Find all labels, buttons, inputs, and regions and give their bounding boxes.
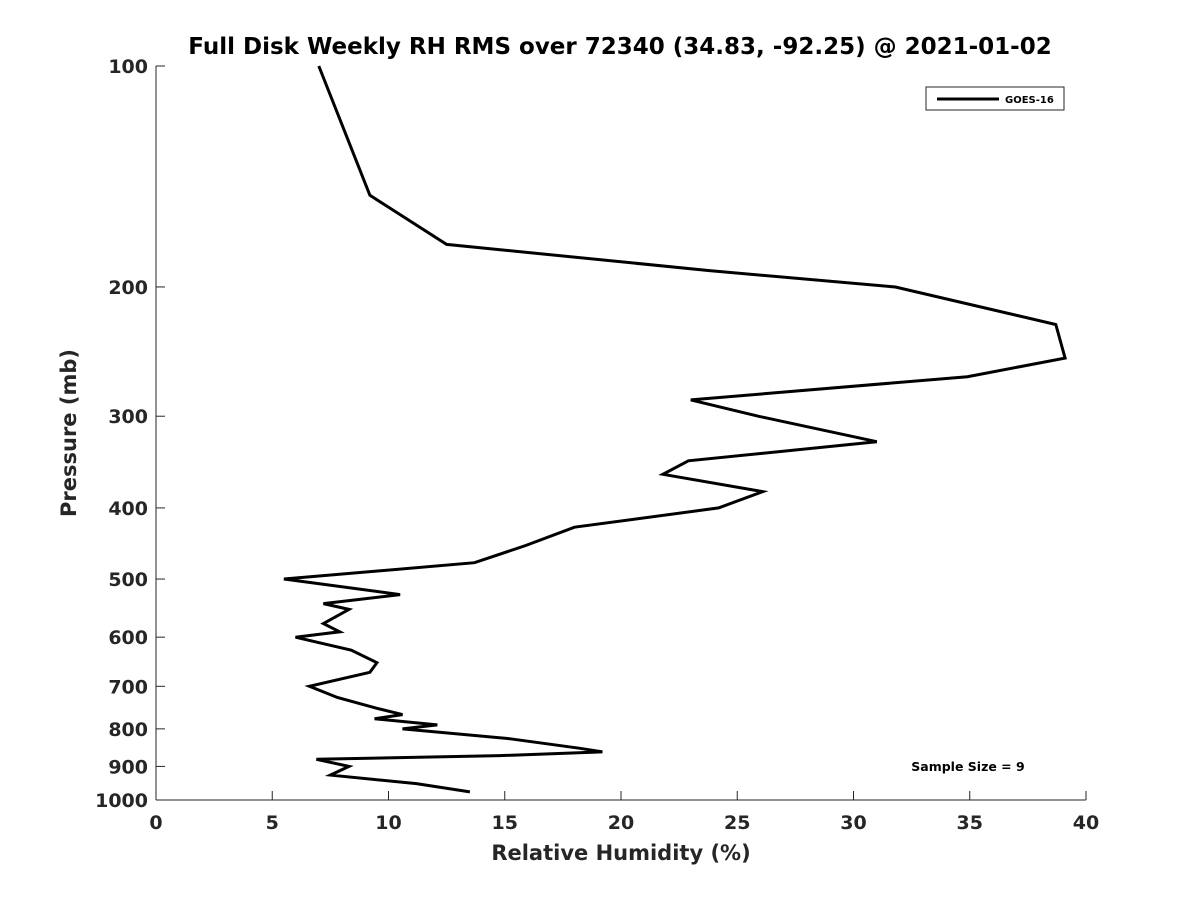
legend: GOES-16 (925, 86, 1065, 111)
y-tick-label: 900 (108, 756, 148, 778)
series-layer (283, 65, 1067, 794)
x-tick-label: 20 (608, 812, 634, 834)
x-tick-label: 5 (266, 812, 279, 834)
y-tick-label: 700 (108, 676, 148, 698)
y-tick-label: 800 (108, 719, 148, 741)
y-tick-label: 1000 (95, 790, 148, 812)
x-tick-label: 25 (724, 812, 750, 834)
series-line-goes-16 (283, 65, 1067, 794)
y-tick-label: 500 (108, 569, 148, 591)
legend-label: GOES-16 (1005, 95, 1054, 106)
axes (155, 66, 1086, 801)
y-tick-label: 600 (108, 627, 148, 649)
y-tick-label: 400 (108, 498, 148, 520)
y-axis-ticks: 100 200 300 400 500 600 700 800 900 1000 (95, 56, 165, 812)
y-axis-title: Pressure (mb) (57, 349, 81, 517)
x-tick-label: 10 (375, 812, 401, 834)
sample-size-note: Sample Size = 9 (911, 759, 1024, 774)
x-axis-title: Relative Humidity (%) (491, 841, 750, 865)
y-tick-label: 300 (108, 406, 148, 428)
x-tick-label: 0 (149, 812, 162, 834)
y-tick-label: 200 (108, 277, 148, 299)
x-tick-label: 30 (840, 812, 866, 834)
x-axis-ticks: 0 5 10 15 20 25 30 35 40 (149, 791, 1099, 834)
y-tick-label: 100 (108, 56, 148, 78)
x-tick-label: 40 (1073, 812, 1099, 834)
x-tick-label: 15 (492, 812, 518, 834)
x-tick-label: 35 (957, 812, 983, 834)
chart-title: Full Disk Weekly RH RMS over 72340 (34.8… (188, 34, 1051, 60)
